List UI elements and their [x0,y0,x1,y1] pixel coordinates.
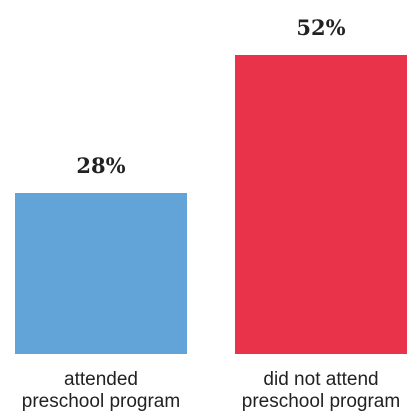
data-label-2: 52% [296,15,345,40]
category-label-1-line-1: attended [64,369,138,390]
category-label-1-line-2: preschool program [22,391,180,412]
data-label-1: 28% [76,153,125,178]
category-label-2-line-2: preschool program [242,391,400,412]
bar-2 [235,55,407,354]
bar-1 [15,193,187,354]
category-label-2-line-1: did not attend [263,369,378,390]
